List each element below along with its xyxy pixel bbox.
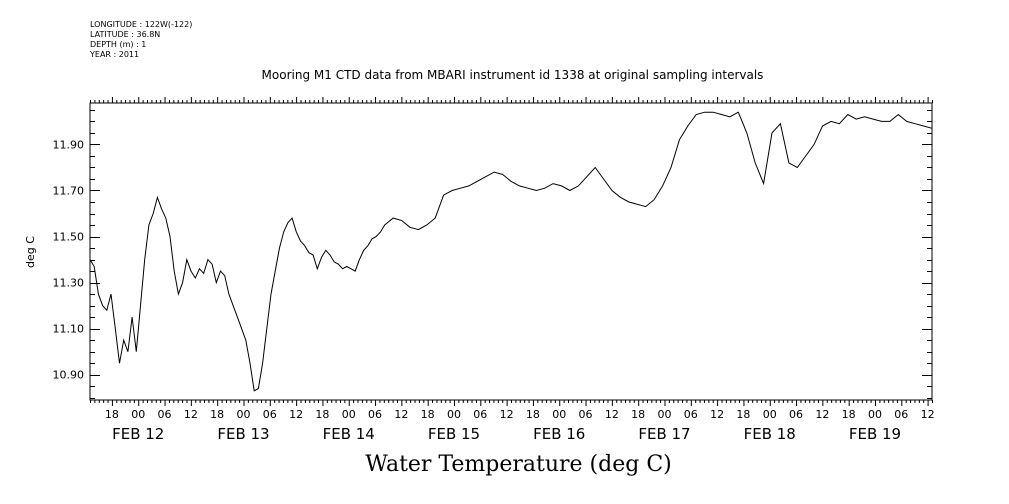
x-hour-label: 00 <box>342 408 356 421</box>
x-hour-label: 00 <box>131 408 145 421</box>
x-hour-label: 06 <box>684 408 698 421</box>
x-date-labels: FEB 12 FEB 13 FEB 14 FEB 15 FEB 16 FEB 17 FEB … <box>112 425 901 443</box>
x-hour-label: 18 <box>631 408 645 421</box>
metadata-depth: DEPTH (m) : 1 <box>90 40 147 49</box>
x-hour-label: 12 <box>710 408 724 421</box>
x-hour-label: 00 <box>868 408 882 421</box>
x-date-label: FEB 18 <box>744 425 796 443</box>
x-hour-label: 12 <box>500 408 514 421</box>
y-tick-label: 11.90 <box>53 138 85 151</box>
y-tick-label: 11.10 <box>53 323 85 336</box>
x-hour-label: 12 <box>289 408 303 421</box>
metadata-block: LONGITUDE : 122W(-122) LATITUDE : 36.8N … <box>90 20 192 60</box>
x-hour-label: 18 <box>842 408 856 421</box>
x-hour-label: 06 <box>368 408 382 421</box>
x-hour-label: 12 <box>815 408 829 421</box>
metadata-year: YEAR : 2011 <box>90 50 140 59</box>
x-date-label: FEB 17 <box>638 425 690 443</box>
x-hour-labels: 18 00 06 12 18 00 06 12 18 00 06 12 18 00 06 12 18 00 06 12… <box>105 408 935 421</box>
y-tick-label: 10.90 <box>53 369 85 382</box>
y-axis-label: deg C <box>24 236 37 268</box>
x-hour-label: 00 <box>236 408 250 421</box>
axis-ticks <box>90 97 933 406</box>
x-hour-label: 18 <box>421 408 435 421</box>
x-hour-label: 06 <box>473 408 487 421</box>
chart-title: Mooring M1 CTD data from MBARI instrumen… <box>261 68 764 82</box>
y-tick-labels: 10.90 11.10 11.30 11.50 11.70 11.90 <box>53 138 85 381</box>
plot-frame <box>89 102 933 401</box>
y-tick-label: 11.50 <box>53 231 85 244</box>
x-hour-label: 06 <box>158 408 172 421</box>
y-tick-label: 11.70 <box>53 184 85 197</box>
x-hour-label: 12 <box>184 408 198 421</box>
x-date-label: FEB 14 <box>323 425 375 443</box>
x-hour-label: 18 <box>526 408 540 421</box>
y-tick-label: 11.30 <box>53 277 85 290</box>
metadata-longitude: LONGITUDE : 122W(-122) <box>90 20 193 29</box>
x-hour-label: 18 <box>736 408 750 421</box>
series-line-water-temperature <box>89 111 933 392</box>
x-hour-label: 18 <box>105 408 119 421</box>
x-date-label: FEB 16 <box>533 425 585 443</box>
x-hour-label: 12 <box>605 408 619 421</box>
x-hour-label: 00 <box>763 408 777 421</box>
x-axis-label: Water Temperature (deg C) <box>365 452 672 477</box>
metadata-latitude: LATITUDE : 36.8N <box>90 30 161 39</box>
x-hour-label: 06 <box>579 408 593 421</box>
x-hour-label: 06 <box>263 408 277 421</box>
x-date-label: FEB 15 <box>428 425 480 443</box>
x-hour-label: 00 <box>552 408 566 421</box>
x-hour-label: 12 <box>394 408 408 421</box>
x-date-label: FEB 12 <box>112 425 164 443</box>
x-hour-label: 06 <box>894 408 908 421</box>
x-hour-label: 00 <box>447 408 461 421</box>
x-hour-label: 12 <box>921 408 935 421</box>
x-hour-label: 18 <box>315 408 329 421</box>
x-hour-label: 00 <box>657 408 671 421</box>
x-hour-label: 06 <box>789 408 803 421</box>
x-date-label: FEB 13 <box>217 425 269 443</box>
x-date-label: FEB 19 <box>849 425 901 443</box>
x-hour-label: 18 <box>210 408 224 421</box>
